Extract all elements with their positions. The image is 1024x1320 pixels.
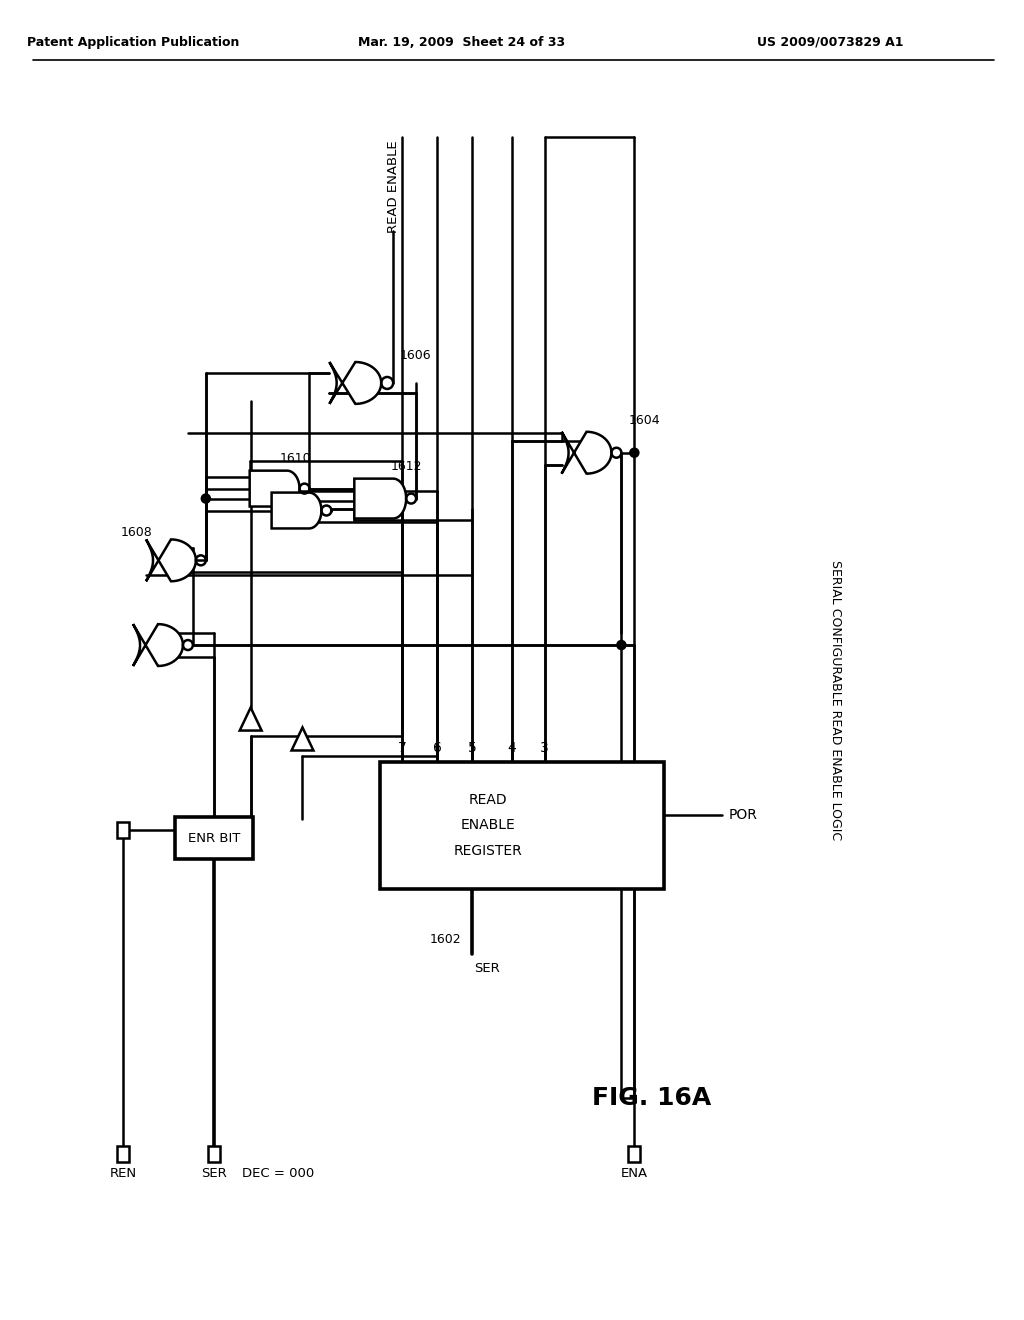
Polygon shape bbox=[271, 492, 322, 528]
Polygon shape bbox=[133, 624, 183, 667]
Text: REN: REN bbox=[110, 1167, 136, 1180]
Text: SER: SER bbox=[474, 962, 500, 975]
Polygon shape bbox=[330, 362, 381, 404]
Text: 5: 5 bbox=[468, 741, 476, 755]
Polygon shape bbox=[561, 432, 611, 474]
Text: 1602: 1602 bbox=[430, 932, 462, 945]
Text: ENR BIT: ENR BIT bbox=[187, 832, 240, 845]
Text: 3: 3 bbox=[541, 741, 549, 755]
Text: 6: 6 bbox=[432, 741, 441, 755]
Text: 1608: 1608 bbox=[121, 525, 153, 539]
Text: 1606: 1606 bbox=[400, 348, 432, 362]
Polygon shape bbox=[146, 540, 196, 581]
Circle shape bbox=[202, 495, 210, 503]
Circle shape bbox=[631, 449, 638, 457]
Bar bbox=[380, 762, 665, 890]
Text: READ ENABLE: READ ENABLE bbox=[387, 140, 399, 232]
Text: Patent Application Publication: Patent Application Publication bbox=[27, 36, 240, 49]
Bar bbox=[117, 1146, 129, 1163]
Text: 1612: 1612 bbox=[390, 461, 422, 473]
Polygon shape bbox=[240, 708, 262, 730]
Text: SERIAL CONFIGURABLE READ ENABLE LOGIC: SERIAL CONFIGURABLE READ ENABLE LOGIC bbox=[829, 560, 842, 840]
Text: 7: 7 bbox=[397, 741, 407, 755]
Bar bbox=[208, 1146, 220, 1163]
Polygon shape bbox=[250, 471, 299, 507]
Bar bbox=[175, 817, 253, 859]
Polygon shape bbox=[292, 727, 313, 751]
Text: 1610: 1610 bbox=[280, 453, 311, 465]
Bar bbox=[117, 822, 129, 838]
Text: US 2009/0073829 A1: US 2009/0073829 A1 bbox=[758, 36, 904, 49]
Text: FIG. 16A: FIG. 16A bbox=[592, 1086, 711, 1110]
Text: READ: READ bbox=[469, 792, 508, 807]
Text: SER: SER bbox=[201, 1167, 226, 1180]
Text: ENABLE: ENABLE bbox=[461, 818, 515, 833]
Text: 4: 4 bbox=[508, 741, 516, 755]
Text: DEC = 000: DEC = 000 bbox=[242, 1167, 314, 1180]
Text: POR: POR bbox=[729, 808, 758, 822]
Text: Mar. 19, 2009  Sheet 24 of 33: Mar. 19, 2009 Sheet 24 of 33 bbox=[358, 36, 565, 49]
Polygon shape bbox=[354, 479, 407, 519]
Text: ENA: ENA bbox=[621, 1167, 648, 1180]
Bar bbox=[629, 1146, 640, 1163]
Text: 1604: 1604 bbox=[629, 414, 660, 428]
Text: REGISTER: REGISTER bbox=[454, 845, 522, 858]
Circle shape bbox=[617, 642, 626, 649]
